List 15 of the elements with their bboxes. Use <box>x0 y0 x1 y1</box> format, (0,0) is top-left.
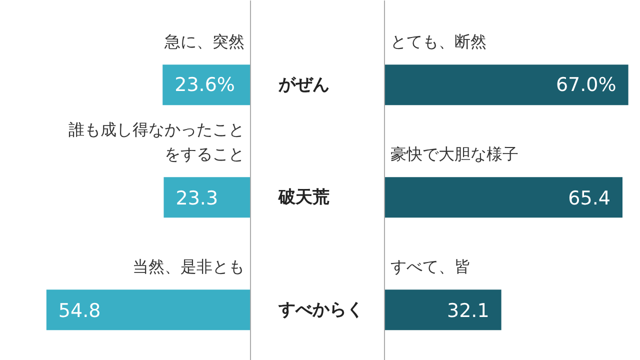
data-label: 67.0% <box>556 74 616 96</box>
data-label: 54.8 <box>58 300 101 322</box>
annotation: とても、断然 <box>390 32 486 52</box>
annotation: 急に、突然 <box>164 32 244 52</box>
y-tick-label: すべからく <box>278 300 364 320</box>
annotation: すべて、皆 <box>390 257 470 276</box>
data-label: 65.4 <box>568 187 610 210</box>
data-label: 23.6% <box>174 74 235 96</box>
y-tick-label: 破天荒 <box>278 187 330 208</box>
annotation: 当然、是非とも <box>132 257 244 276</box>
y-tick-label: がぜん <box>278 74 330 95</box>
data-label: 23.3 <box>176 187 218 210</box>
annotation: 豪快で大胆な様子 <box>390 144 518 164</box>
data-label: 32.1 <box>447 300 490 322</box>
annotation: 誰も成し得なかったことをすること <box>68 120 244 164</box>
